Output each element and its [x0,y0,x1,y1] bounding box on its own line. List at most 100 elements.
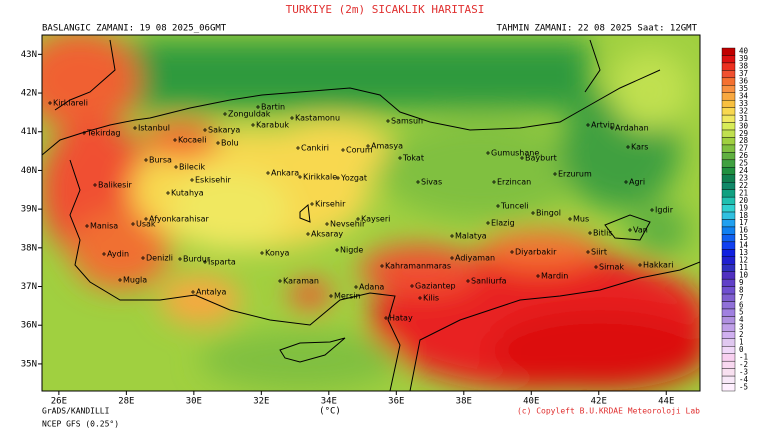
city-marker [141,256,145,260]
city-label: Mersin [334,292,361,301]
colorbar-label: -3 [739,367,748,376]
city-marker [588,231,592,235]
city: Hatay [384,314,413,323]
city: Bayburt [520,154,557,163]
colorbar-label: 13 [739,248,748,257]
y-tick-label: 42N [21,89,37,99]
city-marker [628,228,632,232]
city-marker [586,250,590,254]
city: Sivas [416,178,442,187]
city: Gaziantep [410,282,456,291]
city-marker [325,222,329,226]
colorbar-label: 39 [739,54,748,63]
colorbar-cell [721,137,736,146]
colorbar-label: 22 [739,181,748,190]
city-label: Bursa [149,156,172,165]
city-label: Van [633,226,648,235]
city-marker [144,158,148,162]
y-tick-label: 43N [21,50,37,60]
city-label: Adana [359,283,384,292]
city-marker [223,112,227,116]
colorbar-cell [721,85,736,93]
colorbar-label: 12 [739,256,748,265]
start-time: BASLANGIC ZAMANI: 19 08 2025_06GMT [42,24,227,34]
city: Samsun [386,117,423,126]
city-marker [626,145,630,149]
city: Kocaeli [173,136,206,145]
city-label: Kars [631,143,648,152]
city: Kahramanmaras [380,262,451,271]
city-marker [190,178,194,182]
colorbar-cell [721,204,736,213]
colorbar-cell [721,241,736,250]
y-tick-label: 37N [21,282,37,292]
city-label: Burdur [183,255,211,264]
city-marker [178,257,182,261]
colorbar-label: 2 [739,330,744,339]
city-label: Tokat [402,154,424,163]
city: Nevsehir [325,220,366,229]
colorbar-cell [721,77,736,86]
x-tick-label: 28E [118,397,134,407]
colorbar-cell [721,264,736,272]
city-label: Sirnak [599,263,624,272]
city-marker [93,183,97,187]
city: Kastamonu [290,114,340,123]
city: Istanbul [133,124,170,133]
city: Sakarya [203,126,240,135]
colorbar-label: 29 [739,129,748,138]
city-marker [380,264,384,268]
city-marker [594,265,598,269]
colorbar-label: -1 [739,352,748,361]
city-marker [568,217,572,221]
city: Elazig [486,219,515,228]
city: Burdur [178,255,211,264]
city-marker [310,202,314,206]
city-marker [356,217,360,221]
city: Kayseri [356,215,390,224]
city-label: Denizli [146,254,173,263]
city: Bilecik [174,163,205,172]
colorbar-label: 34 [739,91,749,100]
colorbar-cell [721,167,736,175]
city: Gumushane [486,149,539,158]
colorbar-label: 20 [739,196,749,205]
city-label: Ardahan [615,124,649,133]
colorbar-cell [721,278,736,287]
city-marker [536,274,540,278]
city-label: Bayburt [525,154,557,163]
city-label: Kirsehir [315,200,346,209]
x-tick-label: 30E [186,397,202,407]
city-label: Nigde [340,246,363,255]
colorbar-cell [721,323,736,332]
x-tick-label: 44E [658,397,674,407]
city: Zonguldak [223,110,271,119]
city-marker [256,105,260,109]
city: Adana [354,283,384,292]
city-label: Bitlis [593,229,612,238]
city: Aksaray [306,230,343,239]
y-tick-label: 36N [21,321,37,331]
city-label: Balikesir [98,181,132,190]
city-label: Cankiri [301,144,329,153]
city: Usak [131,220,156,229]
city-label: Tekirdag [86,129,121,138]
colorbar-label: -5 [739,382,748,391]
city: Sanliurfa [466,277,507,286]
colorbar-cell [721,271,736,280]
city-label: Mugla [123,276,147,285]
city-marker [341,148,345,152]
city: Balikesir [93,181,132,190]
colorbar-cell [721,346,736,354]
city: Hakkari [638,261,673,270]
city: Corum [341,146,373,155]
city-marker [520,156,524,160]
colorbar-cell [721,353,736,362]
city-label: Kutahya [171,189,204,198]
city-label: Manisa [90,222,118,231]
city-marker [144,217,148,221]
colorbar-cell [721,219,736,228]
city: Kirikkale [298,173,337,182]
city: Kilis [418,294,439,303]
city: Karaman [278,277,319,286]
